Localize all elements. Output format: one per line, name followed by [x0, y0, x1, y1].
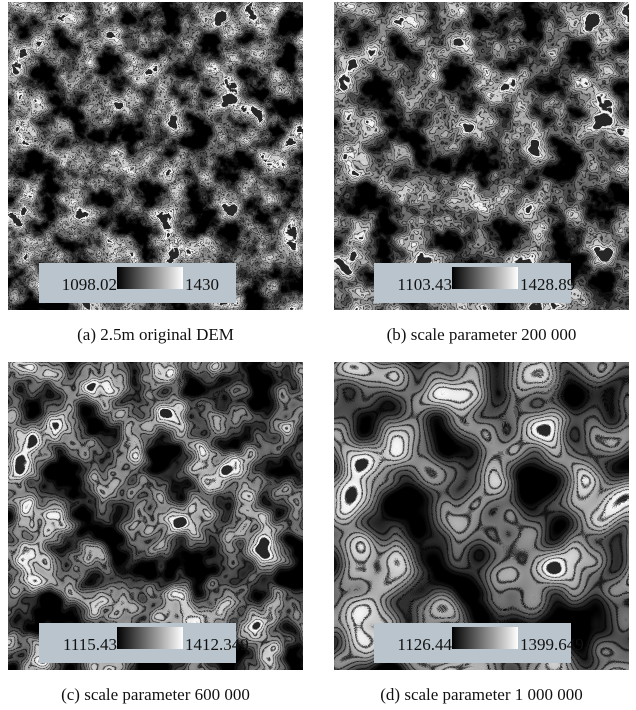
panel: 1103.43 1428.89 (b) scale parameter 200 00…: [334, 2, 629, 344]
legend-ramp: [452, 627, 518, 649]
caption: (a) 2.5m original DEM: [77, 325, 234, 344]
page: {"panels": [ {"caption": "(a) 2.5m origi…: [0, 0, 636, 710]
legend-min: 1103.43: [397, 275, 452, 294]
legend-max: 1428.89: [520, 275, 575, 294]
caption: (d) scale parameter 1 000 000: [380, 685, 583, 704]
legend-ramp: [117, 627, 183, 649]
panel: 1115.43 1412.349 (c) scale parameter 600 0…: [8, 362, 303, 704]
legend-min: 1098.02: [62, 275, 117, 294]
caption: (c) scale parameter 600 000: [61, 685, 250, 704]
legend-max: 1430: [185, 275, 219, 294]
caption: (b) scale parameter 200 000: [387, 325, 577, 344]
legend-min: 1115.43: [63, 635, 117, 654]
panel: 1126.44 1399.649 (d) scale parameter 1 000…: [334, 362, 629, 704]
figure: 1098.021430(a) 2.5m original DEM1103.431…: [0, 0, 636, 710]
legend-min: 1126.44: [397, 635, 452, 654]
legend-ramp: [452, 267, 518, 289]
panel: 1098.02 1430 (a) 2.5m original DEM: [8, 2, 303, 344]
legend-max: 1399.649: [520, 635, 584, 654]
legend-ramp: [117, 267, 183, 289]
legend-max: 1412.349: [185, 635, 249, 654]
